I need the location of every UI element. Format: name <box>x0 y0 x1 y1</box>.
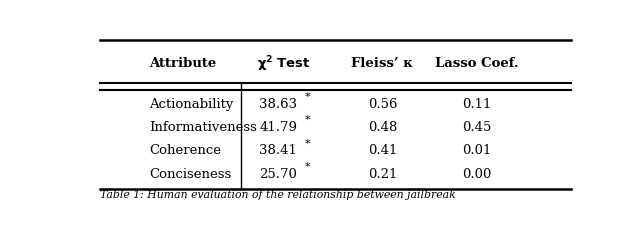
Text: $\mathbf{\chi^2}$ $\mathbf{Test}$: $\mathbf{\chi^2}$ $\mathbf{Test}$ <box>257 54 310 74</box>
Text: Lasso Coef.: Lasso Coef. <box>435 57 518 70</box>
Text: *: * <box>305 115 310 125</box>
Text: *: * <box>305 92 310 102</box>
Text: Attribute: Attribute <box>150 57 217 70</box>
Text: 0.21: 0.21 <box>368 168 397 181</box>
Text: 0.11: 0.11 <box>462 98 492 111</box>
Text: Conciseness: Conciseness <box>150 168 232 181</box>
Text: Coherence: Coherence <box>150 144 221 157</box>
Text: *: * <box>305 162 310 172</box>
Text: 0.45: 0.45 <box>462 121 492 134</box>
Text: 0.56: 0.56 <box>368 98 397 111</box>
Text: 41.79: 41.79 <box>259 121 298 134</box>
Text: Fleiss’ κ: Fleiss’ κ <box>351 57 413 70</box>
Text: Actionability: Actionability <box>150 98 234 111</box>
Text: Informativeness: Informativeness <box>150 121 257 134</box>
Text: Table 1: Human evaluation of the relationship between jailbreak: Table 1: Human evaluation of the relatio… <box>100 190 456 200</box>
Text: 0.41: 0.41 <box>368 144 397 157</box>
Text: 25.70: 25.70 <box>259 168 298 181</box>
Text: 0.48: 0.48 <box>368 121 397 134</box>
Text: 38.63: 38.63 <box>259 98 298 111</box>
Text: *: * <box>305 139 310 149</box>
Text: 0.01: 0.01 <box>462 144 492 157</box>
Text: 38.41: 38.41 <box>259 144 298 157</box>
Text: 0.00: 0.00 <box>462 168 492 181</box>
